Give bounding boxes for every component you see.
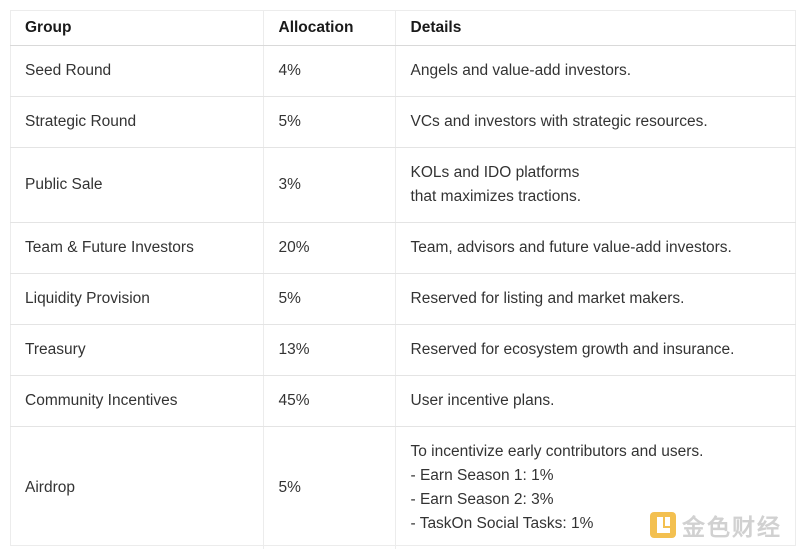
table-row: Treasury 13% Reserved for ecosystem grow… [10,324,796,376]
cell-group: Strategic Round [10,96,263,148]
cell-allocation: 45% [262,375,395,427]
table-row: Seed Round 4% Angels and value-add inves… [10,45,796,97]
cell-group: Seed Round [10,45,263,97]
cell-group: Public Sale [10,147,263,223]
details-line: - Earn Season 1: 1% [410,467,554,484]
jinse-logo-icon [650,512,676,538]
details-line: - Earn Season 2: 3% [410,491,554,508]
details-line: To incentivize early contributors and us… [410,443,704,460]
header-allocation: Allocation [262,10,395,46]
details-line: Angels and value-add investors. [410,62,632,79]
table-row: Strategic Round 5% VCs and investors wit… [10,96,796,148]
details-line: User incentive plans. [410,392,555,409]
cell-details: Team, advisors and future value-add inve… [394,222,796,274]
cell-details: VCs and investors with strategic resourc… [394,96,796,148]
cell-allocation: 5% [262,426,395,549]
cell-allocation: 20% [262,222,395,274]
header-group: Group [10,10,263,46]
cell-details: KOLs and IDO platforms that maximizes tr… [394,147,796,223]
watermark: 金色财经 [650,508,782,542]
details-line: Reserved for ecosystem growth and insura… [410,341,735,358]
details-line: KOLs and IDO platforms [410,164,580,181]
cell-group: Community Incentives [10,375,263,427]
table-row: Team & Future Investors 20% Team, adviso… [10,222,796,274]
header-details: Details [394,10,796,46]
cell-details: Reserved for listing and market makers. [394,273,796,325]
table-row: Public Sale 3% KOLs and IDO platforms th… [10,147,796,223]
cell-group: Team & Future Investors [10,222,263,274]
details-line: - TaskOn Social Tasks: 1% [410,515,594,532]
details-line: VCs and investors with strategic resourc… [410,113,708,130]
cell-details: Angels and value-add investors. [394,45,796,97]
token-allocation-table: Group Allocation Details Seed Round 4% A… [10,10,796,549]
cell-allocation: 3% [262,147,395,223]
details-line: Reserved for listing and market makers. [410,290,685,307]
table-row: Community Incentives 45% User incentive … [10,375,796,427]
cell-details: Reserved for ecosystem growth and insura… [394,324,796,376]
table-row: Liquidity Provision 5% Reserved for list… [10,273,796,325]
cell-group: Airdrop [25,479,75,496]
details-line: that maximizes tractions. [410,188,582,205]
table-row: Airdrop 5% To incentivize early contribu… [10,426,796,549]
cell-allocation: 13% [262,324,395,376]
cell-allocation: 5% [262,96,395,148]
cell-allocation: 4% [262,45,395,97]
cell-group: Treasury [10,324,263,376]
cell-details: User incentive plans. [394,375,796,427]
cell-allocation: 5% [262,273,395,325]
details-line: Team, advisors and future value-add inve… [410,239,732,256]
watermark-text: 金色财经 [682,515,782,541]
cell-details: To incentivize early contributors and us… [394,426,796,549]
header-row: Group Allocation Details [10,10,796,46]
cell-group: Liquidity Provision [10,273,263,325]
